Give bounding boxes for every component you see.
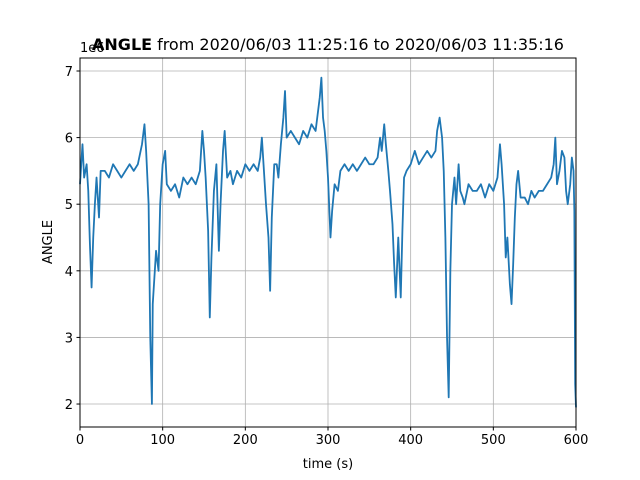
x-tick-label: 500 bbox=[481, 433, 506, 448]
x-tick-label: 300 bbox=[316, 433, 341, 448]
y-tick-label: 5 bbox=[65, 198, 73, 213]
y-offset-label: 1e6 bbox=[80, 41, 105, 56]
y-tick-label: 2 bbox=[65, 398, 73, 413]
x-axis-label: time (s) bbox=[303, 457, 353, 472]
data-line bbox=[79, 76, 577, 408]
title-rest: from 2020/06/03 11:25:16 to 2020/06/03 1… bbox=[157, 35, 564, 54]
x-tick-label: 100 bbox=[150, 433, 175, 448]
ticks: 0 100 200 300 400 500 600 2 3 4 5 6 7 bbox=[65, 65, 589, 448]
grid bbox=[79, 58, 577, 427]
y-axis-label: ANGLE bbox=[41, 220, 56, 264]
y-tick-label: 7 bbox=[65, 65, 73, 80]
x-tick-label: 0 bbox=[76, 433, 84, 448]
x-tick-label: 600 bbox=[564, 433, 589, 448]
x-tick-label: 200 bbox=[233, 433, 258, 448]
y-tick-label: 3 bbox=[65, 331, 73, 346]
y-tick-label: 4 bbox=[65, 265, 73, 280]
title-bold: ANGLE bbox=[92, 35, 152, 54]
plot-area bbox=[79, 76, 577, 408]
chart-title: ANGLE from 2020/06/03 11:25:16 to 2020/06… bbox=[92, 35, 564, 54]
y-tick-label: 6 bbox=[65, 132, 73, 147]
x-tick-label: 400 bbox=[398, 433, 423, 448]
